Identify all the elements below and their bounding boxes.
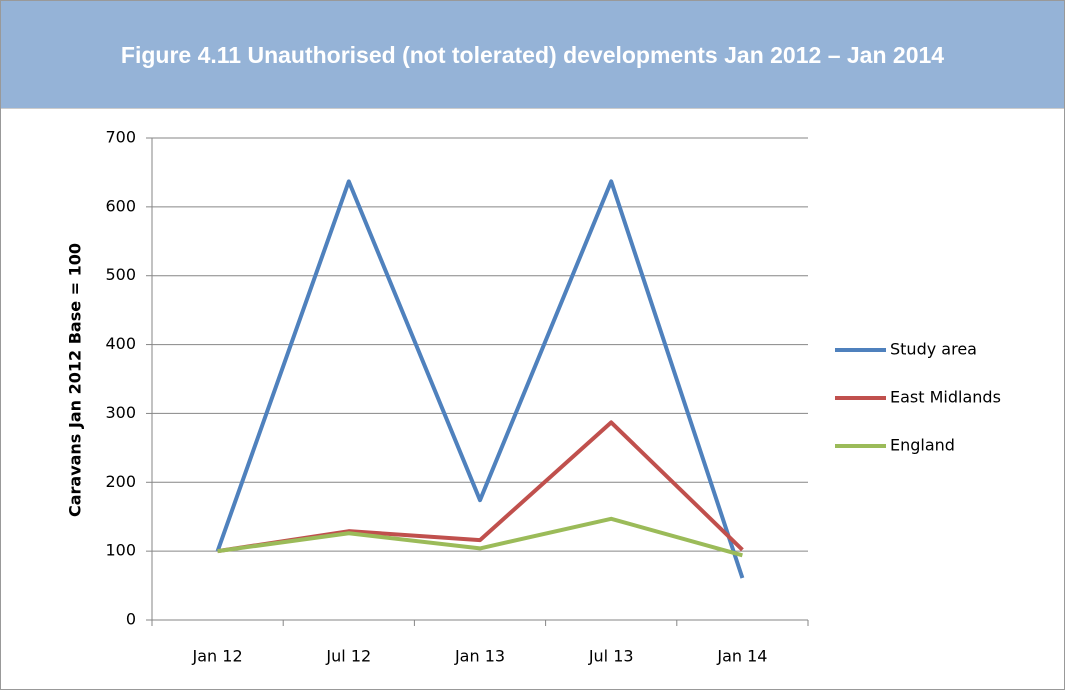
y-tick-label: 600 xyxy=(105,196,136,215)
y-tick-label: 300 xyxy=(105,403,136,422)
series-line xyxy=(215,179,745,579)
legend-label: Study area xyxy=(890,340,977,359)
x-tick-label: Jan 13 xyxy=(454,647,505,666)
x-tick-label: Jan 12 xyxy=(192,647,243,666)
x-tick-label: Jul 13 xyxy=(588,647,634,666)
y-tick-label: 100 xyxy=(105,541,136,560)
legend-label: East Midlands xyxy=(890,388,1001,407)
legend-label: England xyxy=(890,436,955,455)
y-tick-label: 200 xyxy=(105,472,136,491)
y-tick-label: 0 xyxy=(126,610,136,629)
x-tick-label: Jul 12 xyxy=(325,647,371,666)
y-tick-label: 500 xyxy=(105,265,136,284)
header: Figure 4.11 Unauthorised (not tolerated)… xyxy=(1,1,1064,109)
y-tick-label: 400 xyxy=(105,334,136,353)
x-tick-label: Jan 14 xyxy=(716,647,767,666)
series-line xyxy=(217,516,743,558)
y-axis-label: Caravans Jan 2012 Base = 100 xyxy=(66,243,85,517)
chart-title: Figure 4.11 Unauthorised (not tolerated)… xyxy=(120,41,945,68)
y-tick-label: 700 xyxy=(105,128,136,147)
